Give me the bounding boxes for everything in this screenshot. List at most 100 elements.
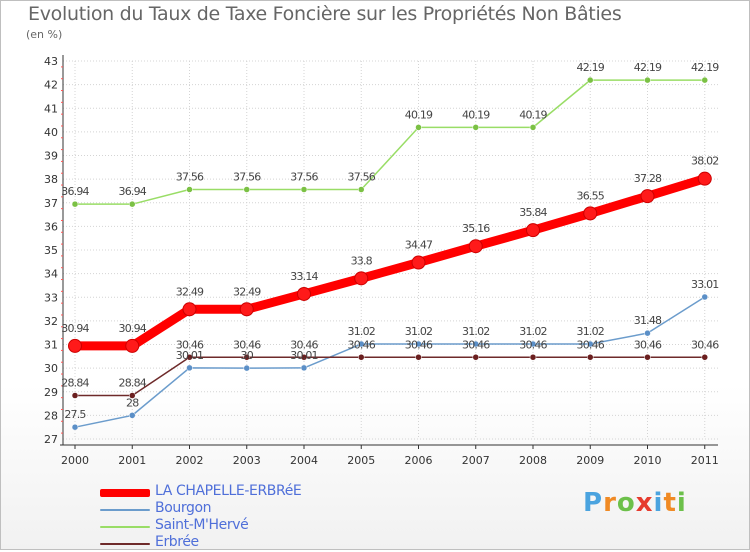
data-point-saint-m-herv [129, 200, 136, 208]
legend-item-la-chapelle-erbr-e: LA CHAPELLE-ERBRéE [100, 483, 360, 501]
logo-letter: r [603, 488, 617, 518]
data-point-bourgon [243, 364, 250, 372]
data-label-erbr-e: 30.46 [405, 338, 433, 351]
data-label-bourgon: 30.01 [290, 349, 318, 362]
data-point-bourgon [701, 293, 708, 301]
logo-letter: P [583, 488, 604, 518]
data-label-bourgon: 33.01 [691, 278, 719, 291]
data-label-bourgon: 28 [126, 396, 139, 409]
y-tick-label: 30 [44, 362, 58, 375]
data-label-bourgon: 31.02 [519, 325, 547, 338]
data-point-la-chapelle-erbr-e [640, 189, 655, 204]
y-tick-label: 34 [44, 268, 58, 281]
data-point-bourgon [587, 340, 594, 348]
data-point-bourgon [71, 423, 79, 431]
data-point-erbr-e [243, 354, 250, 361]
logo-letter: i [676, 488, 687, 518]
data-point-erbr-e [415, 354, 422, 361]
data-label-erbr-e: 30.46 [462, 338, 490, 351]
y-tick-label: 40 [44, 126, 58, 139]
data-point-la-chapelle-erbr-e [68, 338, 82, 353]
data-point-erbr-e [71, 392, 79, 399]
data-label-saint-m-herv: 37.56 [233, 171, 261, 184]
data-point-erbr-e [587, 354, 594, 361]
x-tick-label: 2006 [405, 454, 433, 467]
data-point-la-chapelle-erbr-e [297, 286, 311, 301]
data-label-saint-m-herv: 36.94 [119, 185, 147, 198]
legend-label: Saint-M'Hervé [155, 517, 249, 533]
x-tick-label: 2009 [576, 454, 604, 467]
y-tick-label: 29 [44, 386, 58, 399]
data-point-saint-m-herv [415, 124, 422, 131]
data-label-la-chapelle-erbr-e: 35.84 [519, 206, 547, 219]
series-line-la-chapelle-erbr-e [70, 174, 710, 351]
data-label-erbr-e: 30.46 [176, 338, 204, 351]
x-tick-label: 2008 [519, 454, 547, 467]
data-point-erbr-e [701, 354, 708, 361]
data-point-erbr-e [644, 354, 651, 361]
y-tick-label: 43 [44, 55, 58, 68]
data-point-bourgon [472, 340, 479, 348]
data-label-la-chapelle-erbr-e: 32.49 [233, 285, 261, 298]
data-point-erbr-e [300, 354, 308, 361]
data-point-saint-m-herv [701, 76, 708, 84]
y-tick-label: 41 [44, 102, 58, 115]
legend: LA CHAPELLE-ERBRéE Bourgon Saint-M'Hervé Er… [100, 483, 360, 552]
data-label-saint-m-herv: 40.19 [462, 108, 490, 121]
data-label-la-chapelle-erbr-e: 30.94 [61, 322, 89, 335]
y-tick-label: 33 [44, 291, 58, 304]
y-tick-label: 28 [44, 409, 58, 422]
y-tick-label: 38 [44, 173, 58, 186]
data-label-bourgon: 31.02 [462, 325, 490, 338]
chart-subtitle: (en %) [26, 28, 63, 41]
data-point-la-chapelle-erbr-e [526, 223, 540, 238]
legend-label: LA CHAPELLE-ERBRéE [155, 483, 302, 499]
series-line-erbr-e [74, 356, 706, 397]
data-label-bourgon: 31.02 [577, 325, 605, 338]
data-label-erbr-e: 30.46 [233, 338, 261, 351]
data-point-erbr-e [129, 392, 136, 399]
data-label-saint-m-herv: 40.19 [405, 108, 433, 121]
data-label-la-chapelle-erbr-e: 35.16 [462, 222, 490, 235]
data-label-erbr-e: 30.46 [348, 338, 376, 351]
data-point-la-chapelle-erbr-e [583, 206, 598, 221]
logo-letter: i [653, 488, 664, 518]
line-chart: 27 28 29 30 31 32 33 34 35 36 37 38 39 40 41 42 43 2000 20… [44, 55, 720, 467]
data-label-bourgon: 30.01 [176, 349, 204, 362]
data-label-erbr-e: 28.84 [61, 377, 89, 390]
legend-label: Bourgon [155, 500, 212, 516]
data-point-la-chapelle-erbr-e [239, 302, 254, 317]
legend-label: Erbrée [155, 534, 199, 550]
data-point-bourgon [644, 329, 651, 337]
data-point-erbr-e [186, 354, 193, 361]
data-point-la-chapelle-erbr-e [354, 271, 369, 286]
x-tick-label: 2002 [176, 454, 204, 467]
data-point-erbr-e [358, 354, 365, 361]
x-tick-label: 2010 [634, 454, 662, 467]
data-label-erbr-e: 30.46 [519, 338, 547, 351]
legend-swatch [100, 489, 150, 497]
proxiti-logo: Proxiti [583, 488, 687, 518]
data-label-erbr-e: 28.84 [119, 377, 147, 390]
data-label-saint-m-herv: 40.19 [519, 108, 547, 121]
data-label-bourgon: 27.5 [64, 408, 86, 421]
x-tick-label: 2004 [290, 454, 318, 467]
x-tick-label: 2003 [233, 454, 261, 467]
x-tick-label: 2001 [118, 454, 146, 467]
data-point-bourgon [129, 412, 136, 419]
y-tick-label: 35 [44, 244, 58, 257]
data-point-la-chapelle-erbr-e [697, 171, 712, 186]
data-point-saint-m-herv [71, 200, 79, 208]
data-point-saint-m-herv [587, 76, 594, 84]
logo-letter: x [635, 488, 654, 518]
data-point-la-chapelle-erbr-e [182, 302, 197, 317]
data-label-erbr-e: 30.46 [577, 338, 605, 351]
legend-item-bourgon: Bourgon [100, 500, 360, 518]
legend-item-erbr-e: Erbrée [100, 534, 360, 552]
data-label-la-chapelle-erbr-e: 34.47 [405, 239, 433, 252]
x-tick-label: 2000 [61, 454, 89, 467]
data-label-la-chapelle-erbr-e: 30.94 [119, 322, 147, 335]
data-label-erbr-e: 30.46 [691, 338, 719, 351]
data-point-la-chapelle-erbr-e [411, 255, 426, 270]
legend-swatch [100, 526, 150, 528]
